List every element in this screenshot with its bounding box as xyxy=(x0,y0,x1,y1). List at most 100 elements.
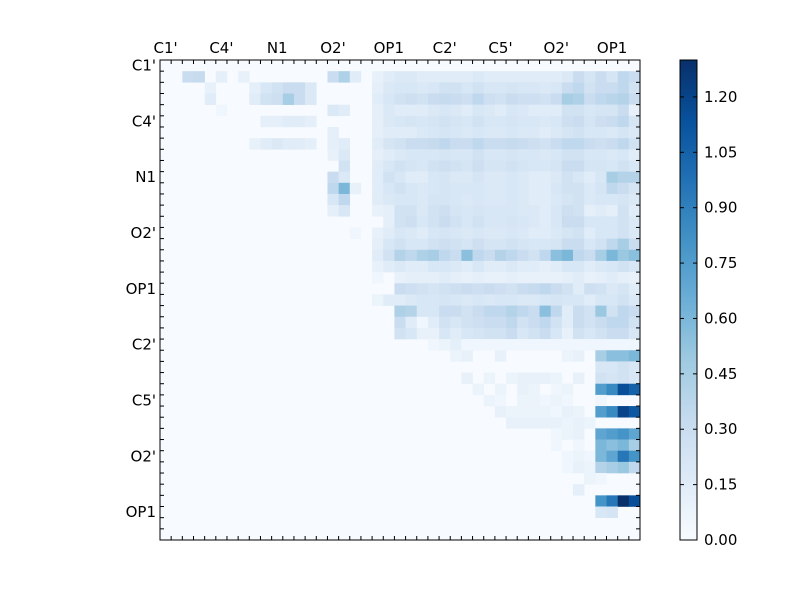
heatmap-cell xyxy=(506,115,518,128)
heatmap-cell xyxy=(305,138,317,150)
heatmap-cell xyxy=(606,339,618,351)
heatmap-cell xyxy=(249,138,261,150)
heatmap-cell xyxy=(338,104,351,117)
heatmap-cell xyxy=(293,138,306,150)
heatmap-cell xyxy=(405,238,418,251)
heatmap-cell xyxy=(461,193,473,206)
heatmap-cell xyxy=(405,82,418,94)
heatmap-cell xyxy=(439,82,451,94)
heatmap-cell xyxy=(573,82,585,94)
heatmap-cell xyxy=(506,316,518,329)
x-tick-label: OP1 xyxy=(374,39,404,57)
heatmap-cell xyxy=(517,394,529,407)
heatmap-cell xyxy=(282,115,295,128)
heatmap-cell xyxy=(506,294,518,306)
heatmap-cell xyxy=(439,283,451,295)
heatmap-cell xyxy=(573,171,585,184)
heatmap-cell xyxy=(461,182,473,195)
heatmap-cell xyxy=(461,115,473,128)
heatmap-cell xyxy=(550,272,563,284)
heatmap-cell xyxy=(595,473,607,485)
heatmap-cell xyxy=(405,193,418,206)
heatmap-cell xyxy=(528,294,540,306)
heatmap-cell xyxy=(628,428,641,440)
heatmap-cell xyxy=(550,160,563,172)
heatmap-cell xyxy=(506,327,518,340)
heatmap-cell xyxy=(461,249,473,262)
heatmap-cell xyxy=(584,339,596,351)
heatmap-cell xyxy=(450,93,462,105)
heatmap-cell xyxy=(383,260,395,273)
heatmap-cell xyxy=(494,71,507,83)
heatmap-cell xyxy=(461,272,473,284)
heatmap-cell xyxy=(584,71,596,83)
heatmap-cell xyxy=(617,216,630,228)
heatmap-cell xyxy=(494,115,507,128)
heatmap-cell xyxy=(539,227,551,239)
heatmap-cell xyxy=(494,182,507,195)
heatmap-cell xyxy=(539,238,551,251)
heatmap-cell xyxy=(394,249,406,262)
heatmap-cell xyxy=(617,406,630,418)
heatmap-cell xyxy=(472,160,485,172)
heatmap-cell xyxy=(450,205,462,217)
heatmap-cell xyxy=(617,260,630,273)
heatmap-cell xyxy=(550,383,563,396)
heatmap-cell xyxy=(483,260,496,273)
heatmap-cell xyxy=(617,495,630,507)
heatmap-cell xyxy=(450,182,462,195)
heatmap-cell xyxy=(573,339,585,351)
heatmap-cell xyxy=(617,249,630,262)
heatmap-cell xyxy=(528,93,540,105)
heatmap-cell xyxy=(506,260,518,273)
heatmap-cell xyxy=(405,171,418,184)
heatmap-cell xyxy=(327,71,339,83)
heatmap-cell xyxy=(416,327,429,340)
y-tick-label: C5' xyxy=(132,392,156,410)
heatmap-cell xyxy=(472,193,485,206)
heatmap-cell xyxy=(550,205,563,217)
heatmap-cell xyxy=(595,182,607,195)
heatmap-cell xyxy=(606,305,618,318)
heatmap-cell xyxy=(494,93,507,105)
heatmap-cell xyxy=(573,249,585,262)
heatmap-cell xyxy=(483,294,496,306)
heatmap-cell xyxy=(439,182,451,195)
heatmap-cell xyxy=(416,216,429,228)
heatmap-cell xyxy=(483,316,496,329)
heatmap-cell xyxy=(405,160,418,172)
heatmap-cell xyxy=(606,283,618,295)
heatmap-cell xyxy=(584,138,596,150)
heatmap-cell xyxy=(450,227,462,239)
heatmap-cell xyxy=(517,372,529,385)
heatmap-cell xyxy=(372,182,384,195)
heatmap-cell xyxy=(472,71,485,83)
heatmap-cell xyxy=(584,182,596,195)
heatmap-cell xyxy=(439,171,451,184)
heatmap-cell xyxy=(394,149,406,161)
heatmap-cell xyxy=(338,193,351,206)
colorbar xyxy=(679,59,698,541)
heatmap-cell xyxy=(617,294,630,306)
heatmap-cell xyxy=(416,82,429,94)
heatmap-cell xyxy=(561,283,574,295)
heatmap-cell xyxy=(528,227,540,239)
heatmap-cell xyxy=(450,193,462,206)
heatmap-cell xyxy=(528,339,540,351)
heatmap-cell xyxy=(584,283,596,295)
heatmap-cell xyxy=(606,193,618,206)
heatmap-cell xyxy=(550,227,563,239)
heatmap-cell xyxy=(439,193,451,206)
heatmap-cell xyxy=(595,149,607,161)
heatmap-cell xyxy=(349,182,362,195)
heatmap-cell xyxy=(416,160,429,172)
heatmap-cell xyxy=(528,316,540,329)
heatmap-cell xyxy=(260,115,272,128)
heatmap-cell xyxy=(550,93,563,105)
heatmap-cell xyxy=(483,227,496,239)
heatmap-cell xyxy=(494,305,507,318)
heatmap-cell xyxy=(383,93,395,105)
heatmap-cell xyxy=(561,327,574,340)
heatmap-cell xyxy=(617,82,630,94)
heatmap-cell xyxy=(628,461,641,474)
